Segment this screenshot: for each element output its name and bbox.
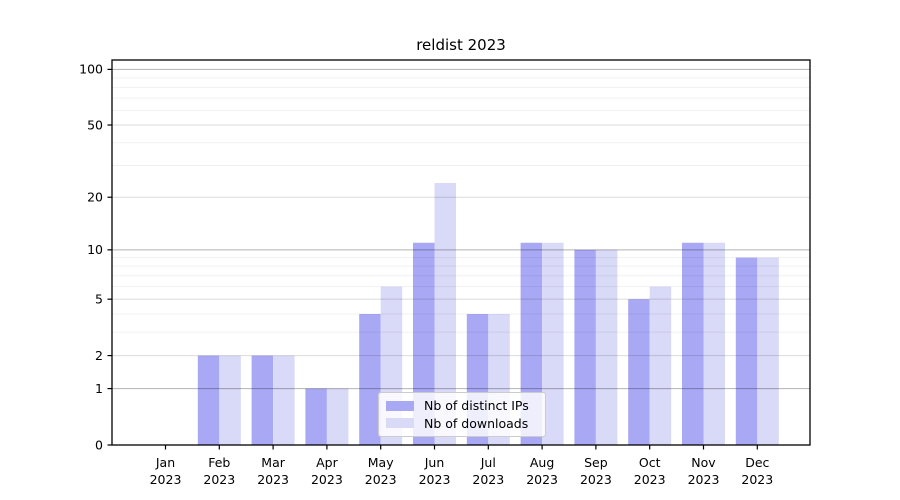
bar-nov-distinct-ips xyxy=(682,242,704,445)
x-tick-label-jun: Jun xyxy=(424,455,445,470)
x-tick-label-year-jul: 2023 xyxy=(472,472,504,487)
bar-dec-distinct-ips xyxy=(735,257,758,445)
x-tick-label-apr: Apr xyxy=(316,455,338,470)
x-tick-label-year-mar: 2023 xyxy=(257,472,289,487)
bar-mar-distinct-ips xyxy=(251,355,274,445)
bar-mar-downloads xyxy=(273,355,295,445)
legend-label-downloads: Nb of downloads xyxy=(424,415,529,431)
x-tick-label-year-jun: 2023 xyxy=(419,472,451,487)
x-tick-label-year-nov: 2023 xyxy=(688,472,720,487)
y-tick-label-0: 0 xyxy=(95,437,103,452)
y-tick-label-1: 1 xyxy=(95,381,103,396)
x-tick-label-year-sep: 2023 xyxy=(580,472,612,487)
x-tick-label-jul: Jul xyxy=(480,455,496,470)
bar-apr-distinct-ips xyxy=(305,388,327,445)
x-tick-label-dec: Dec xyxy=(745,455,769,470)
bar-dec-downloads xyxy=(757,257,779,445)
bar-feb-downloads xyxy=(219,355,241,445)
x-tick-label-year-may: 2023 xyxy=(365,472,397,487)
bar-jun-downloads xyxy=(434,183,456,445)
y-tick-label-20: 20 xyxy=(87,190,103,205)
bar-aug-downloads xyxy=(542,242,564,445)
legend: Nb of distinct IPs Nb of downloads xyxy=(378,392,546,437)
chart-title: reldist 2023 xyxy=(416,36,506,54)
x-tick-label-year-apr: 2023 xyxy=(311,472,343,487)
bar-apr-downloads xyxy=(326,388,349,445)
x-tick-label-jan: Jan xyxy=(155,455,175,470)
legend-label-distinct-ips: Nb of distinct IPs xyxy=(424,398,529,414)
x-tick-label-may: May xyxy=(368,455,394,470)
x-tick-label-feb: Feb xyxy=(208,455,230,470)
y-tick-label-2: 2 xyxy=(95,348,103,363)
y-tick-label-5: 5 xyxy=(95,291,103,306)
x-tick-label-aug: Aug xyxy=(530,455,554,470)
y-tick-label-50: 50 xyxy=(87,117,103,132)
x-tick-label-oct: Oct xyxy=(639,455,661,470)
bar-oct-downloads xyxy=(649,286,672,445)
x-tick-label-mar: Mar xyxy=(261,455,285,470)
x-tick-label-year-oct: 2023 xyxy=(634,472,666,487)
bar-sep-distinct-ips xyxy=(574,249,596,445)
legend-swatch-downloads xyxy=(386,418,414,429)
x-tick-label-year-dec: 2023 xyxy=(741,472,773,487)
y-tick-label-100: 100 xyxy=(79,62,103,77)
bar-sep-downloads xyxy=(595,249,618,445)
x-tick-label-year-aug: 2023 xyxy=(526,472,558,487)
legend-item-downloads: Nb of downloads xyxy=(386,416,538,431)
x-tick-label-year-jan: 2023 xyxy=(150,472,182,487)
x-tick-label-sep: Sep xyxy=(584,455,608,470)
x-tick-label-nov: Nov xyxy=(691,455,716,470)
legend-swatch-distinct-ips xyxy=(386,400,414,411)
x-tick-label-year-feb: 2023 xyxy=(203,472,235,487)
y-tick-label-10: 10 xyxy=(87,242,103,257)
plot-border xyxy=(111,59,811,446)
legend-item-distinct-ips: Nb of distinct IPs xyxy=(386,398,538,413)
bar-may-distinct-ips xyxy=(359,314,381,445)
bar-nov-downloads xyxy=(703,242,725,445)
bar-oct-distinct-ips xyxy=(628,299,650,445)
bar-feb-distinct-ips xyxy=(197,355,220,445)
